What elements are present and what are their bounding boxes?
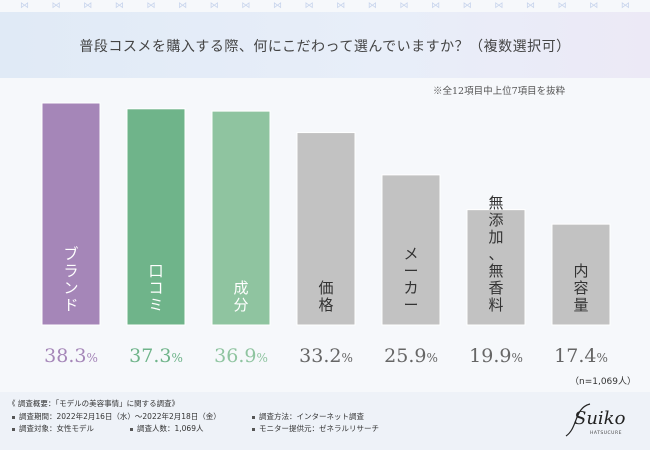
bar bbox=[466, 209, 526, 326]
value-label: 36.9% bbox=[214, 345, 268, 367]
ribbon-bow-icon: ⋈ bbox=[431, 1, 441, 11]
brand-name: Suiko bbox=[574, 408, 626, 429]
ribbon-bow-icon: ⋈ bbox=[178, 1, 188, 11]
top-ribbon: ⋈ ⋈ ⋈ ⋈ ⋈ ⋈ ⋈ ⋈ ⋈ ⋈ ⋈ ⋈ ⋈ ⋈ ⋈ ⋈ ⋈ ⋈ ⋈ ⋈ bbox=[0, 0, 650, 12]
brand-sub: HATSUCURE bbox=[590, 430, 622, 436]
sample-size-note: （n=1,069人） bbox=[570, 377, 637, 387]
survey-period: 調査期間：2022年2月16日（水）〜2022年2月18日（金） bbox=[12, 411, 221, 422]
bar bbox=[551, 223, 611, 326]
ribbon-bow-icon: ⋈ bbox=[367, 1, 377, 11]
bar bbox=[381, 174, 441, 326]
value-label: 19.9% bbox=[469, 345, 523, 367]
category-label: 内容量 bbox=[573, 262, 588, 314]
ribbon-bow-icon: ⋈ bbox=[241, 1, 251, 11]
ribbon-bow-icon: ⋈ bbox=[589, 1, 599, 11]
bar bbox=[41, 102, 101, 326]
bar-chart: ブランド 38.3% 口コミ 37.3% 成分 36.9% 価格 33.2% メーカー 25.9%… bbox=[41, 102, 611, 367]
ribbon-bow-icon: ⋈ bbox=[51, 1, 61, 11]
ribbon-bow-icon: ⋈ bbox=[336, 1, 346, 11]
category-label: 無添加、無香料 bbox=[488, 194, 503, 314]
category-label: ブランド bbox=[63, 245, 78, 314]
value-label: 38.3% bbox=[44, 345, 98, 367]
survey-count: 調査人数：1,069人 bbox=[130, 423, 203, 434]
ribbon-bow-icon: ⋈ bbox=[209, 1, 219, 11]
ribbon-bow-icon: ⋈ bbox=[273, 1, 282, 11]
category-label: メーカー bbox=[403, 245, 418, 314]
value-label: 37.3% bbox=[129, 345, 183, 367]
value-label: 33.2% bbox=[299, 345, 353, 367]
brand-logo: Suiko HATSUCURE bbox=[565, 403, 626, 437]
ribbon-bow-icon: ⋈ bbox=[620, 1, 630, 11]
ribbon-bow-icon: ⋈ bbox=[304, 1, 314, 11]
title-banner bbox=[0, 12, 650, 78]
category-label: 口コミ bbox=[148, 262, 163, 314]
ribbon-bow-icon: ⋈ bbox=[146, 1, 156, 11]
category-label: 価格 bbox=[318, 279, 333, 314]
survey-target: 調査対象：女性モデル bbox=[12, 423, 94, 434]
ribbon-bow-icon: ⋈ bbox=[114, 1, 124, 11]
survey-method: 調査方法：インターネット調査 bbox=[252, 411, 364, 422]
value-label: 25.9% bbox=[384, 345, 438, 367]
ribbon-bow-icon: ⋈ bbox=[83, 1, 93, 11]
excerpt-note: ※全12項目中上位7項目を抜粋 bbox=[433, 86, 566, 97]
survey-heading: 《 調査概要：「モデルの美容事情」に関する調査》 bbox=[8, 399, 180, 408]
chart-title: 普段コスメを購入する際、何にこだわって選んでいますか？（複数選択可） bbox=[79, 39, 571, 55]
survey-provider: モニター提供元：ゼネラルリサーチ bbox=[252, 423, 379, 434]
ribbon-bow-icon: ⋈ bbox=[526, 1, 535, 11]
category-label: 成分 bbox=[233, 279, 248, 314]
bar bbox=[126, 108, 186, 326]
ribbon-bow-icon: ⋈ bbox=[557, 1, 567, 11]
ribbon-bow-icon: ⋈ bbox=[399, 1, 409, 11]
ribbon-bow-icon: ⋈ bbox=[494, 1, 504, 11]
ribbon-bow-icon: ⋈ bbox=[462, 1, 472, 11]
bar bbox=[296, 132, 356, 326]
value-label: 17.4% bbox=[554, 345, 608, 367]
ribbon-bow-icon: ⋈ bbox=[20, 1, 29, 11]
survey-footer: 《 調査概要：「モデルの美容事情」に関する調査》 調査期間：2022年2月16日… bbox=[0, 392, 650, 450]
bar bbox=[211, 110, 271, 326]
